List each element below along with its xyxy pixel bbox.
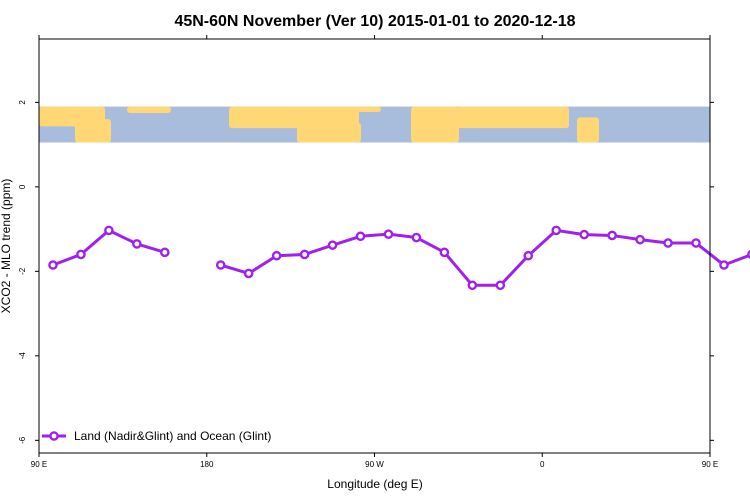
map-bay-3 (386, 131, 396, 140)
data-point (48, 260, 58, 270)
data-point (467, 280, 478, 291)
map-bay-2 (369, 118, 385, 131)
series-line (220, 228, 750, 287)
data-point (327, 240, 338, 250)
map-bay-1 (157, 127, 171, 140)
map-bay-0 (145, 115, 157, 126)
legend-swatch-marker (49, 431, 59, 441)
y-tick-label: -4 (18, 352, 27, 360)
data-point (523, 250, 534, 261)
map-land-2 (127, 106, 171, 114)
axis-ticks: 90 E 180 90 W 0 90 E 2 0 -2 -4 -6 (18, 35, 718, 469)
data-point (271, 250, 282, 261)
map-land-1 (75, 119, 111, 143)
data-point (355, 231, 366, 242)
map-strip (39, 106, 710, 143)
data-point (76, 249, 86, 260)
data-point (411, 232, 422, 243)
map-land-7 (457, 106, 569, 129)
data-point (104, 225, 114, 236)
chart-title: 45N-60N November (Ver 10) 2015-01-01 to … (174, 13, 575, 30)
map-land-8 (577, 117, 599, 143)
map-land-6 (411, 106, 459, 143)
plot-frame (38, 38, 711, 454)
data-point (439, 247, 450, 258)
x-tick-label: 90 W (365, 460, 384, 469)
map-bay-4 (650, 119, 668, 134)
y-tick-label: -6 (18, 436, 27, 444)
legend: Land (Nadir&Glint) and Ocean (Glint) (42, 429, 271, 443)
data-point (495, 280, 506, 291)
map-land-5 (355, 106, 381, 112)
map-bay-5 (671, 115, 683, 126)
data-point (132, 239, 142, 249)
data-point (719, 260, 729, 270)
data-point (691, 238, 701, 248)
data-point (663, 238, 673, 248)
x-tick-label: 90 E (31, 460, 47, 469)
data-point (579, 229, 589, 240)
series-line (52, 228, 166, 267)
data-point (607, 230, 617, 241)
legend-label: Land (Nadir&Glint) and Ocean (Glint) (74, 429, 271, 443)
y-tick-label: 2 (18, 100, 27, 105)
y-tick-label: -2 (18, 267, 27, 275)
data-point (215, 260, 226, 270)
data-point (299, 249, 310, 260)
data-point (160, 247, 170, 258)
data-point (635, 234, 645, 245)
x-tick-label: 90 E (702, 460, 718, 469)
data-point (243, 268, 254, 279)
x-axis-label: Longitude (deg E) (327, 477, 422, 491)
y-tick-label: 0 (18, 184, 27, 189)
data-point (383, 229, 394, 239)
map-land-4 (297, 122, 361, 143)
data-point (551, 225, 562, 236)
y-axis-label: XCO2 - MLO trend (ppm) (0, 179, 13, 314)
x-tick-label: 180 (200, 460, 214, 469)
series-layer (48, 225, 750, 291)
x-tick-label: 0 (540, 460, 545, 469)
